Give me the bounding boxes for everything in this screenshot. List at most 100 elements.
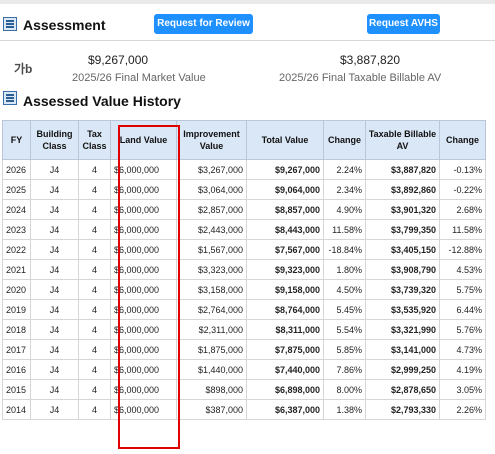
table-row: 2022 J4 4 $6,000,000 $1,567,000 $7,567,000 -18… (2, 239, 486, 260)
assessed-value-history-table: FY Building Class Tax Class Land Value I… (2, 120, 486, 420)
taxable-av-cell: $3,739,320 (365, 279, 440, 300)
improvement-value-cell: $3,267,000 (176, 159, 247, 180)
table-row: 2017 J4 4 $6,000,000 $1,875,000 $7,875,000 5.8… (2, 339, 486, 360)
taxable-av-cell: $2,999,250 (365, 359, 440, 380)
improvement-value-cell: $2,764,000 (176, 299, 247, 320)
list-icon (3, 91, 17, 105)
total-value-cell: $9,323,000 (246, 259, 324, 280)
taxable-change-cell: 5.76% (439, 319, 486, 340)
building-class-cell: J4 (30, 239, 79, 260)
taxable-change-cell: 11.58% (439, 219, 486, 240)
fy-cell: 2016 (2, 359, 31, 380)
taxable-av-cell: $2,878,650 (365, 379, 440, 400)
translate-icon[interactable]: 가b (14, 60, 32, 77)
request-review-button[interactable]: Request for Review (154, 14, 253, 34)
header-improvement-value[interactable]: Improvement Value (176, 120, 247, 160)
fy-cell: 2017 (2, 339, 31, 360)
building-class-cell: J4 (30, 339, 79, 360)
table-row: 2014 J4 4 $6,000,000 $387,000 $6,387,000 1.38%… (2, 399, 486, 420)
header-taxable-change[interactable]: Change (439, 120, 486, 160)
tax-class-cell: 4 (78, 339, 111, 360)
improvement-value-cell: $1,567,000 (176, 239, 247, 260)
land-value-highlight (118, 125, 180, 449)
improvement-value-cell: $3,158,000 (176, 279, 247, 300)
fy-cell: 2018 (2, 319, 31, 340)
table-row: 2023 J4 4 $6,000,000 $2,443,000 $8,443,000 11.… (2, 219, 486, 240)
building-class-cell: J4 (30, 399, 79, 420)
total-value-cell: $7,567,000 (246, 239, 324, 260)
request-avhs-button[interactable]: Request AVHS (367, 14, 440, 34)
tax-class-cell: 4 (78, 159, 111, 180)
improvement-value-cell: $1,875,000 (176, 339, 247, 360)
building-class-cell: J4 (30, 319, 79, 340)
header-tax-class[interactable]: Tax Class (78, 120, 111, 160)
table-row: 2021 J4 4 $6,000,000 $3,323,000 $9,323,000 1.8… (2, 259, 486, 280)
building-class-cell: J4 (30, 259, 79, 280)
total-value-cell: $8,311,000 (246, 319, 324, 340)
improvement-value-cell: $3,064,000 (176, 179, 247, 200)
total-value-cell: $9,158,000 (246, 279, 324, 300)
change-cell: 8.00% (323, 379, 366, 400)
change-cell: 2.24% (323, 159, 366, 180)
fy-cell: 2014 (2, 399, 31, 420)
header-total-value[interactable]: Total Value (246, 120, 324, 160)
building-class-cell: J4 (30, 199, 79, 220)
header-building-class[interactable]: Building Class (30, 120, 79, 160)
improvement-value-cell: $3,323,000 (176, 259, 247, 280)
market-value: $9,267,000 (88, 53, 149, 67)
improvement-value-cell: $898,000 (176, 379, 247, 400)
history-title: Assessed Value History (23, 93, 181, 109)
fy-cell: 2015 (2, 379, 31, 400)
tax-class-cell: 4 (78, 239, 111, 260)
improvement-value-cell: $1,440,000 (176, 359, 247, 380)
change-cell: 5.54% (323, 319, 366, 340)
total-value-cell: $8,764,000 (246, 299, 324, 320)
total-value-cell: $8,857,000 (246, 199, 324, 220)
change-cell: 5.85% (323, 339, 366, 360)
fy-cell: 2020 (2, 279, 31, 300)
taxable-change-cell: 2.26% (439, 399, 486, 420)
taxable-av-cell: $3,908,790 (365, 259, 440, 280)
tax-class-cell: 4 (78, 299, 111, 320)
change-cell: 4.90% (323, 199, 366, 220)
total-value-cell: $8,443,000 (246, 219, 324, 240)
total-value-cell: $6,387,000 (246, 399, 324, 420)
fy-cell: 2021 (2, 259, 31, 280)
improvement-value-cell: $2,443,000 (176, 219, 247, 240)
taxable-change-cell: 3.05% (439, 379, 486, 400)
taxable-change-cell: 6.44% (439, 299, 486, 320)
market-value-label: 2025/26 Final Market Value (72, 72, 206, 84)
header-fy[interactable]: FY (2, 120, 31, 160)
total-value-cell: $7,875,000 (246, 339, 324, 360)
tax-class-cell: 4 (78, 379, 111, 400)
taxable-change-cell: -12.88% (439, 239, 486, 260)
taxable-av-cell: $3,321,990 (365, 319, 440, 340)
top-divider (0, 0, 495, 4)
taxable-av-cell: $3,535,920 (365, 299, 440, 320)
taxable-change-cell: 4.19% (439, 359, 486, 380)
total-value-cell: $9,064,000 (246, 179, 324, 200)
translate-icon-glyph: 가 (14, 62, 26, 76)
taxable-change-cell: 5.75% (439, 279, 486, 300)
assessment-divider (0, 40, 495, 41)
tax-class-cell: 4 (78, 219, 111, 240)
header-taxable-billable-av[interactable]: Taxable Billable AV (365, 120, 440, 160)
tax-class-cell: 4 (78, 259, 111, 280)
building-class-cell: J4 (30, 179, 79, 200)
tax-class-cell: 4 (78, 399, 111, 420)
building-class-cell: J4 (30, 219, 79, 240)
building-class-cell: J4 (30, 379, 79, 400)
taxable-av-cell: $2,793,330 (365, 399, 440, 420)
fy-cell: 2022 (2, 239, 31, 260)
building-class-cell: J4 (30, 299, 79, 320)
building-class-cell: J4 (30, 279, 79, 300)
improvement-value-cell: $2,311,000 (176, 319, 247, 340)
change-cell: 1.38% (323, 399, 366, 420)
change-cell: 5.45% (323, 299, 366, 320)
fy-cell: 2024 (2, 199, 31, 220)
table-row: 2016 J4 4 $6,000,000 $1,440,000 $7,440,000 7.8… (2, 359, 486, 380)
taxable-change-cell: 2.68% (439, 199, 486, 220)
header-change[interactable]: Change (323, 120, 366, 160)
taxable-av-cell: $3,892,860 (365, 179, 440, 200)
tax-class-cell: 4 (78, 279, 111, 300)
